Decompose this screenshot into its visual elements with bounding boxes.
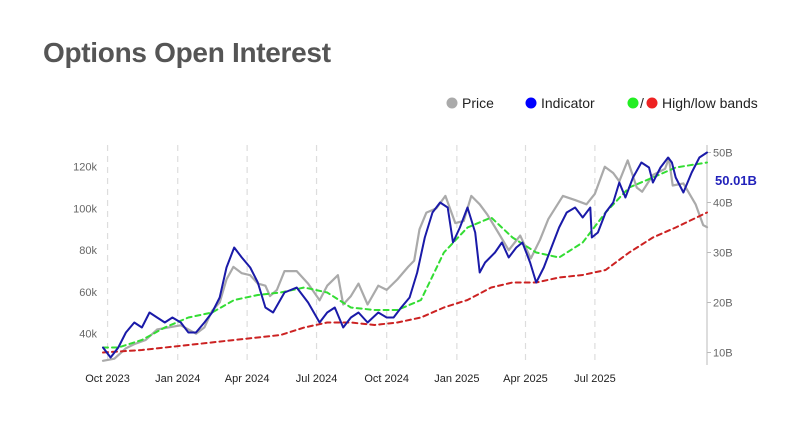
x-tick-label: Apr 2024 (225, 373, 270, 385)
y-left-tick-label: 40k (79, 329, 97, 341)
axes: Oct 2023 Jan 2024 Apr 2024 Jul 2024 Oct 2024… (73, 145, 733, 385)
legend-high-band-dot (627, 97, 639, 109)
vertical-gridlines (106, 145, 596, 365)
high-band-series-line (102, 161, 708, 349)
y-left-tick-label: 80k (79, 245, 97, 257)
x-tick-label: Oct 2024 (364, 373, 409, 385)
y-left-tick-label: 60k (79, 287, 97, 299)
legend-low-band-dot (646, 97, 658, 109)
last-value-label: 50.01B (715, 173, 757, 188)
series-lines (101, 151, 709, 362)
legend-price-dot (446, 97, 458, 109)
indicator-series-line (102, 151, 708, 359)
x-tick-label: Jan 2025 (434, 373, 479, 385)
x-tick-label: Jul 2025 (574, 373, 616, 385)
x-tick-label: Jan 2024 (155, 373, 200, 385)
x-tick-label: Jul 2024 (296, 373, 338, 385)
y-left-tick-label: 100k (73, 203, 97, 215)
legend-indicator-dot (525, 97, 537, 109)
low-band-series-line (102, 211, 708, 354)
legend-bands-separator: / (640, 95, 644, 111)
y-left-tick-label: 120k (73, 162, 97, 174)
chart-legend: Price Indicator / High/low bands (446, 95, 758, 111)
x-tick-label: Oct 2023 (85, 373, 130, 385)
y-right-tick-label: 30B (713, 248, 733, 260)
legend-indicator-label: Indicator (541, 95, 595, 111)
y-right-tick-label: 50B (713, 148, 733, 160)
x-tick-label: Apr 2025 (503, 373, 548, 385)
page-title: Options Open Interest (43, 37, 331, 68)
y-right-tick-label: 40B (713, 198, 733, 210)
y-right-tick-label: 10B (713, 348, 733, 360)
y-right-tick-label: 20B (713, 298, 733, 310)
legend-bands-label: High/low bands (662, 95, 758, 111)
legend-price-label: Price (462, 95, 494, 111)
